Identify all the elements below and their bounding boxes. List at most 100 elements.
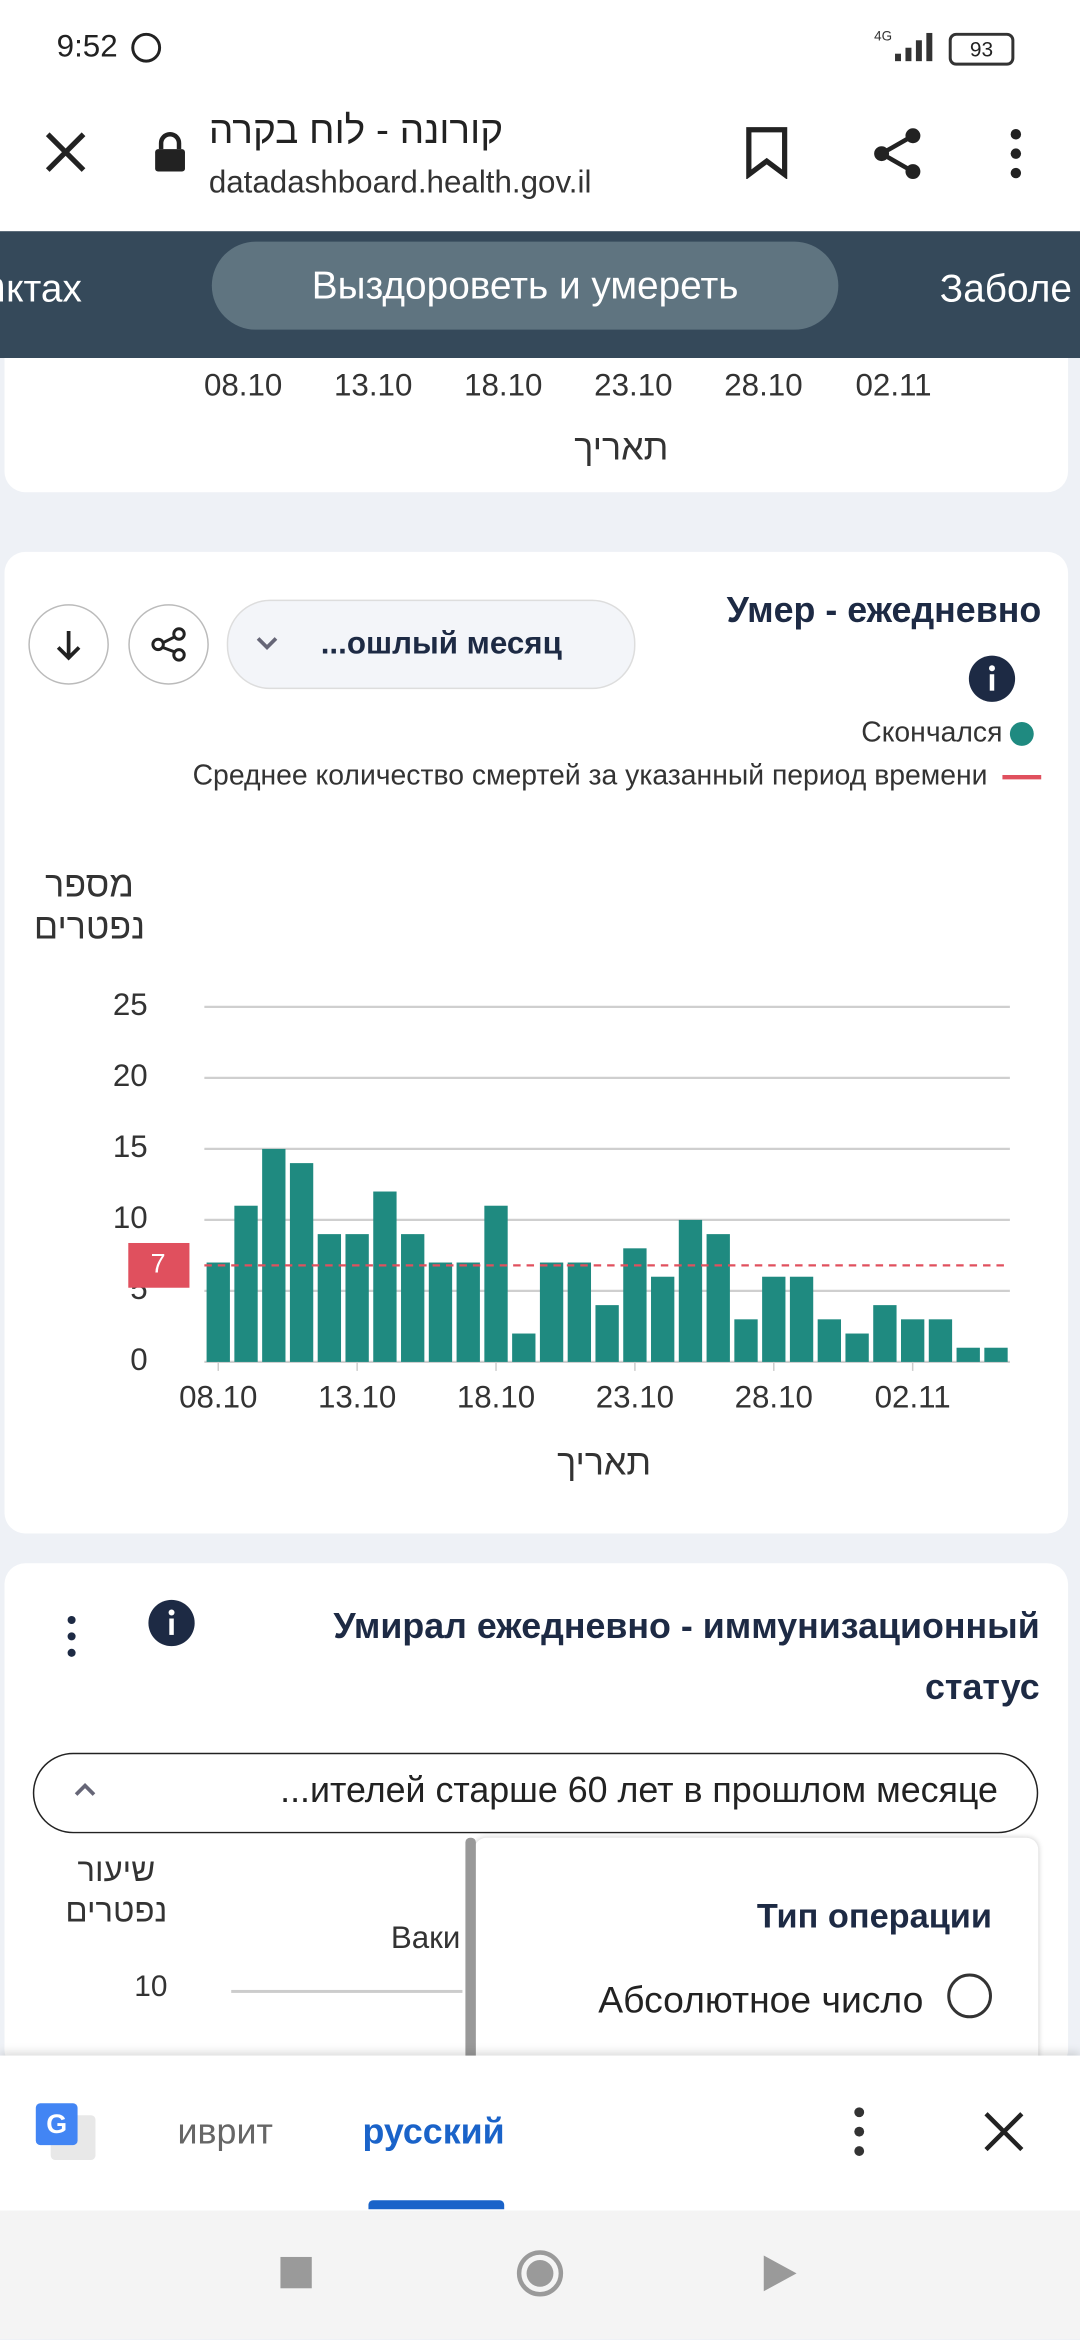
menu-button[interactable] bbox=[1005, 128, 1026, 179]
bar bbox=[373, 1191, 397, 1362]
source-language[interactable]: иврит bbox=[177, 2112, 273, 2153]
url: datadashboard.health.gov.il bbox=[208, 165, 592, 200]
bar bbox=[623, 1248, 647, 1362]
time: 9:52 bbox=[56, 29, 118, 65]
bar bbox=[234, 1205, 258, 1362]
card-title: Умирал ежедневно - иммунизационный стату… bbox=[333, 1606, 1040, 1709]
period-select[interactable] bbox=[226, 599, 636, 690]
bar bbox=[317, 1234, 342, 1362]
options-title: Тип операции bbox=[756, 1895, 992, 1935]
bar bbox=[345, 1234, 369, 1362]
svg-text:G: G bbox=[46, 2109, 67, 2139]
bar bbox=[873, 1305, 897, 1362]
y-tick-label: 10 bbox=[134, 1970, 168, 2004]
bar bbox=[206, 1262, 230, 1362]
translate-bar bbox=[0, 2055, 1080, 2211]
options-panel bbox=[474, 1837, 1039, 2077]
info-icon[interactable] bbox=[148, 1599, 196, 1647]
legend-label: Среднее количество смертей за указанный … bbox=[192, 760, 988, 793]
info-icon[interactable] bbox=[968, 655, 1016, 703]
x-axis-label: תאריך bbox=[557, 1442, 651, 1482]
chevron-down bbox=[256, 637, 278, 651]
bar bbox=[734, 1319, 758, 1362]
tab-active[interactable]: Выздороветь и умереть bbox=[211, 241, 839, 330]
x-tick-label: 23.10 bbox=[594, 368, 673, 403]
average-label-box bbox=[128, 1242, 190, 1288]
bar bbox=[928, 1319, 953, 1362]
bar bbox=[539, 1262, 564, 1362]
menu-button[interactable] bbox=[850, 2106, 868, 2157]
filter-select[interactable] bbox=[32, 1752, 1039, 1834]
share-chart-button[interactable] bbox=[127, 603, 211, 687]
y-tick-label: 15 bbox=[113, 1129, 148, 1164]
bar bbox=[956, 1347, 980, 1362]
chart-title: Умер - ежедневно bbox=[726, 590, 1042, 631]
page-title: קורונה - לוח בקרה bbox=[208, 107, 504, 153]
option-label: Абсолютное число bbox=[598, 1979, 924, 2022]
x-tick-label: 02.11 bbox=[855, 368, 932, 403]
bar bbox=[401, 1234, 425, 1362]
x-axis-label: תאריך bbox=[574, 428, 669, 469]
y-axis-label: שיעור נפטרים bbox=[65, 1851, 168, 1929]
legend-label: Ваки bbox=[390, 1921, 461, 1956]
x-tick-label: 18.10 bbox=[464, 368, 543, 403]
y-tick-label: 25 bbox=[113, 987, 148, 1022]
grid-line bbox=[231, 1989, 463, 1993]
lock-icon bbox=[155, 132, 185, 172]
bar bbox=[678, 1219, 703, 1362]
x-tick-label: 08.10 bbox=[203, 368, 283, 403]
x-tick-label: 28.10 bbox=[724, 368, 803, 403]
whatsapp-icon bbox=[131, 32, 162, 63]
radio-button[interactable] bbox=[946, 1972, 994, 2020]
bar bbox=[484, 1205, 508, 1362]
x-tick-label: 13.10 bbox=[334, 368, 413, 403]
x-tick-label: 28.10 bbox=[735, 1380, 813, 1415]
bar bbox=[595, 1305, 619, 1362]
close-button[interactable] bbox=[42, 128, 90, 176]
card bbox=[4, 358, 1069, 493]
x-tick-label: 02.11 bbox=[875, 1380, 951, 1415]
tab[interactable]: נктах bbox=[0, 265, 82, 311]
x-tick-label: 13.10 bbox=[318, 1380, 396, 1415]
legend-marker bbox=[1009, 721, 1034, 746]
bar bbox=[567, 1262, 592, 1362]
status-bar bbox=[0, 0, 1080, 90]
close-button[interactable] bbox=[982, 2109, 1027, 2154]
bar bbox=[901, 1319, 925, 1362]
download-button[interactable] bbox=[27, 603, 111, 687]
average-label: 7 bbox=[151, 1248, 166, 1278]
tab-indicator bbox=[368, 2200, 505, 2210]
bar bbox=[512, 1333, 536, 1362]
battery: 93 bbox=[948, 32, 1015, 66]
bar bbox=[845, 1333, 869, 1362]
y-tick-label: 0 bbox=[130, 1342, 147, 1377]
bar bbox=[984, 1347, 1008, 1362]
share-button[interactable] bbox=[870, 125, 927, 182]
menu-button[interactable] bbox=[63, 1615, 81, 1658]
bar bbox=[428, 1262, 453, 1362]
x-tick-label: 23.10 bbox=[596, 1380, 674, 1415]
chevron-up bbox=[74, 1782, 96, 1796]
y-tick-label: 10 bbox=[113, 1200, 148, 1235]
bookmark-button[interactable] bbox=[743, 125, 791, 180]
target-language[interactable]: русский bbox=[362, 2112, 505, 2153]
bar bbox=[651, 1276, 675, 1362]
filter-value: ...ителей старше 60 лет в прошлом месяце bbox=[280, 1770, 998, 1811]
card bbox=[4, 551, 1069, 1534]
bar bbox=[706, 1234, 730, 1362]
navigation-buttons[interactable] bbox=[277, 2247, 844, 2304]
bar bbox=[456, 1262, 480, 1362]
google-translate-icon: G bbox=[35, 2103, 96, 2160]
bar bbox=[789, 1276, 814, 1362]
signal-icon bbox=[895, 32, 933, 62]
period-value: ...ошлый месяц bbox=[320, 626, 562, 661]
tab[interactable]: Заболе bbox=[939, 265, 1072, 311]
y-tick-label: 20 bbox=[113, 1058, 148, 1093]
bar bbox=[289, 1163, 314, 1362]
x-tick-label: 18.10 bbox=[457, 1380, 535, 1415]
bar bbox=[817, 1319, 842, 1362]
y-axis-label: מספר נפטרים bbox=[33, 865, 146, 948]
